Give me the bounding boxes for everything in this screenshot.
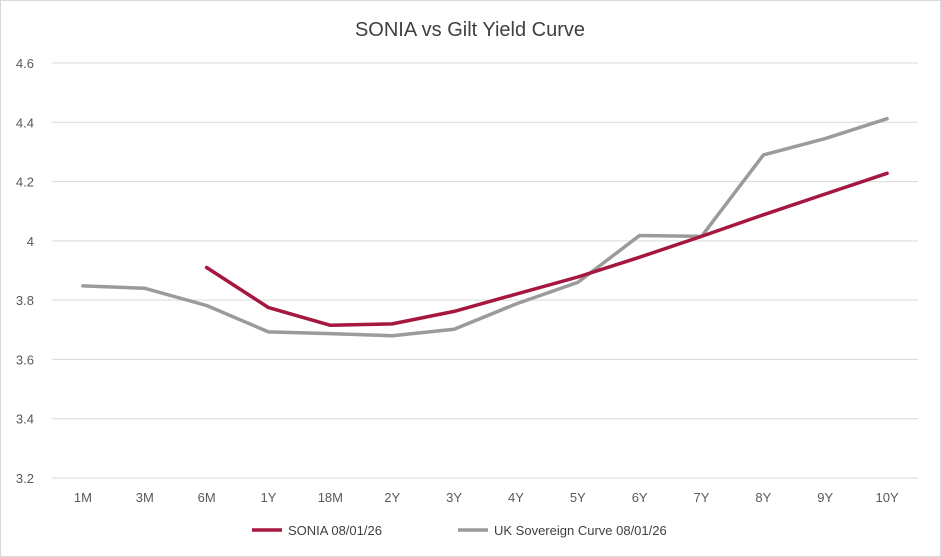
x-tick-label: 5Y [570, 490, 586, 505]
legend: SONIA 08/01/26 UK Sovereign Curve 08/01/2… [252, 523, 667, 538]
x-tick-label: 3Y [446, 490, 462, 505]
y-tick-label: 3.2 [16, 471, 34, 486]
chart-title: SONIA vs Gilt Yield Curve [355, 19, 585, 41]
x-tick-label: 2Y [384, 490, 400, 505]
x-axis-ticks: 1M 3M 6M 1Y 18M 2Y 3Y 4Y 5Y 6Y 7Y 8Y 9Y 10Y [74, 490, 899, 505]
gridlines [52, 62, 918, 479]
y-tick-label: 4.4 [16, 115, 34, 130]
x-tick-label: 3M [136, 490, 154, 505]
x-tick-label: 8Y [755, 490, 771, 505]
y-tick-label: 4.2 [16, 175, 34, 190]
x-tick-label: 1M [74, 490, 92, 505]
series-line-1 [81, 116, 889, 338]
y-tick-label: 3.4 [16, 412, 34, 427]
x-tick-label: 4Y [508, 490, 524, 505]
x-tick-label: 10Y [876, 490, 899, 505]
x-tick-label: 18M [318, 490, 343, 505]
legend-label: UK Sovereign Curve 08/01/26 [494, 523, 667, 538]
y-tick-label: 4 [27, 234, 34, 249]
y-axis-ticks: 3.2 3.4 3.6 3.8 4 4.2 4.4 4.6 [16, 56, 34, 486]
y-tick-label: 3.8 [16, 293, 34, 308]
series-lines [81, 116, 889, 338]
y-tick-label: 3.6 [16, 352, 34, 367]
x-tick-label: 9Y [817, 490, 833, 505]
x-tick-label: 6Y [632, 490, 648, 505]
x-tick-label: 7Y [694, 490, 710, 505]
x-tick-label: 6M [198, 490, 216, 505]
x-tick-label: 1Y [261, 490, 277, 505]
series-line-0 [204, 171, 889, 328]
legend-label: SONIA 08/01/26 [288, 523, 382, 538]
y-tick-label: 4.6 [16, 56, 34, 71]
